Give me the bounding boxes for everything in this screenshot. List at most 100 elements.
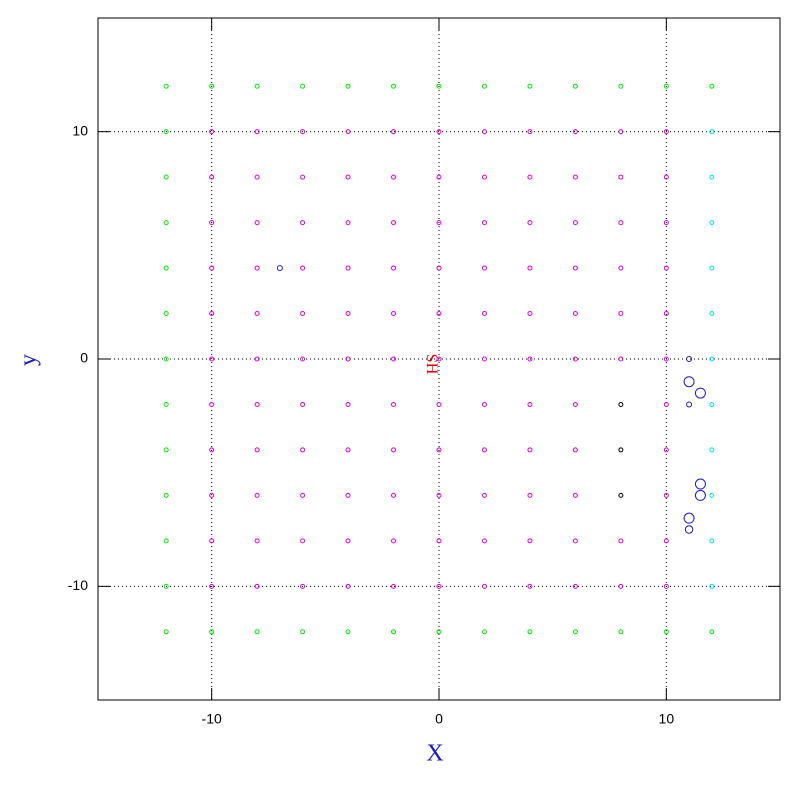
point: [481, 129, 487, 135]
point: [709, 265, 715, 271]
point: [436, 629, 442, 635]
point: [209, 311, 215, 317]
point: [684, 525, 694, 534]
point: [254, 129, 260, 135]
point: [709, 129, 715, 135]
point: [694, 489, 706, 501]
point: [163, 492, 169, 498]
point: [300, 401, 306, 407]
point: [300, 492, 306, 498]
point: [300, 583, 306, 589]
point: [345, 583, 351, 589]
point: [345, 492, 351, 498]
point: [709, 583, 715, 589]
point: [572, 311, 578, 317]
point: [527, 311, 533, 317]
point: [300, 311, 306, 317]
point: [163, 265, 169, 271]
point: [663, 538, 669, 544]
point: [345, 220, 351, 226]
point: [481, 492, 487, 498]
point: [345, 129, 351, 135]
point: [300, 356, 306, 362]
point: [618, 220, 624, 226]
point: [209, 492, 215, 498]
point: [300, 629, 306, 635]
point: [709, 356, 715, 362]
point: [572, 220, 578, 226]
point: [391, 265, 397, 271]
point: [209, 447, 215, 453]
point: [300, 538, 306, 544]
point: [709, 174, 715, 180]
point: [618, 583, 624, 589]
point: [300, 220, 306, 226]
point: [572, 447, 578, 453]
point: [663, 265, 669, 271]
point: [436, 83, 442, 89]
point: [163, 538, 169, 544]
point: [345, 83, 351, 89]
point: [436, 129, 442, 135]
point: [436, 356, 442, 362]
point: [163, 174, 169, 180]
point: [709, 538, 715, 544]
point: [345, 174, 351, 180]
point: [686, 401, 693, 408]
point: [481, 447, 487, 453]
y-tick-label: 10: [72, 122, 88, 138]
point: [572, 129, 578, 135]
point: [481, 83, 487, 89]
point: [254, 174, 260, 180]
point: [163, 220, 169, 226]
point: [391, 220, 397, 226]
point: [163, 83, 169, 89]
point: [527, 174, 533, 180]
point: [481, 583, 487, 589]
point: [163, 311, 169, 317]
x-tick-label: -10: [202, 711, 222, 727]
x-tick-label: 10: [659, 711, 675, 727]
point: [663, 629, 669, 635]
point: [663, 492, 669, 498]
point: [391, 129, 397, 135]
point: [709, 83, 715, 89]
point: [345, 311, 351, 317]
point: [618, 447, 624, 453]
x-axis-label: X: [426, 741, 443, 767]
point: [572, 83, 578, 89]
point: [527, 447, 533, 453]
point: [481, 356, 487, 362]
point: [683, 376, 695, 388]
point: [300, 265, 306, 271]
point: [481, 629, 487, 635]
point: [345, 629, 351, 635]
point: [663, 401, 669, 407]
point: [618, 129, 624, 135]
point: [163, 356, 169, 362]
y-tick-label: 0: [80, 350, 88, 366]
point: [391, 83, 397, 89]
point: [163, 629, 169, 635]
point: [618, 538, 624, 544]
point: [527, 492, 533, 498]
point: [481, 265, 487, 271]
point: [572, 265, 578, 271]
point: [481, 311, 487, 317]
point: [391, 174, 397, 180]
point: [663, 356, 669, 362]
point: [391, 583, 397, 589]
point: [618, 356, 624, 362]
point: [686, 356, 693, 362]
point: [663, 447, 669, 453]
point: [436, 538, 442, 544]
point: [618, 174, 624, 180]
point: [209, 401, 215, 407]
point: [300, 447, 306, 453]
point: [300, 174, 306, 180]
point: [481, 220, 487, 226]
point: [663, 83, 669, 89]
point: [391, 447, 397, 453]
point: [391, 492, 397, 498]
point: [436, 401, 442, 407]
